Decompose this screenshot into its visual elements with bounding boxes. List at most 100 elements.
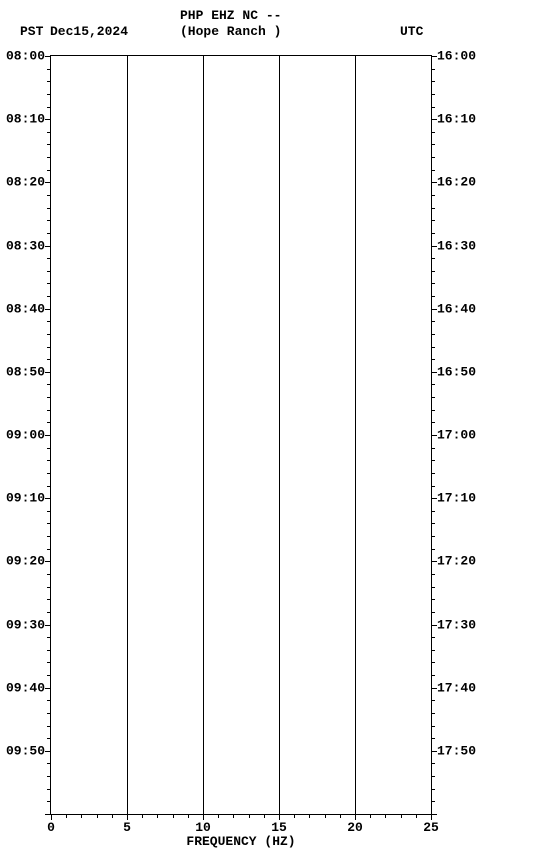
y-tick-label-right: 16:50 (437, 364, 476, 379)
y-tick-label-left: 08:40 (6, 301, 45, 316)
y-tick-minor-right (431, 574, 435, 575)
y-tick-minor-right (431, 271, 435, 272)
y-tick-minor-left (47, 726, 51, 727)
gridline (355, 56, 356, 814)
y-tick-minor-left (47, 283, 51, 284)
y-tick-minor-right (431, 599, 435, 600)
y-tick-label-left: 08:10 (6, 112, 45, 127)
y-tick-minor-right (431, 587, 435, 588)
x-tick-minor (188, 814, 189, 818)
x-tick-minor (218, 814, 219, 818)
y-tick-minor-left (47, 587, 51, 588)
y-tick-minor-right (431, 107, 435, 108)
x-tick-minor (97, 814, 98, 818)
y-tick-major-left (45, 309, 51, 310)
y-tick-minor-right (431, 397, 435, 398)
y-tick-minor-left (47, 271, 51, 272)
y-tick-minor-right (431, 195, 435, 196)
y-tick-major-right (431, 814, 437, 815)
y-tick-label-right: 17:30 (437, 617, 476, 632)
y-tick-major-left (45, 688, 51, 689)
y-tick-major-left (45, 435, 51, 436)
y-tick-major-left (45, 561, 51, 562)
y-tick-label-right: 17:40 (437, 680, 476, 695)
pst-label: PST (20, 24, 43, 39)
x-tick-minor (173, 814, 174, 818)
x-tick-minor (325, 814, 326, 818)
y-tick-minor-right (431, 726, 435, 727)
y-tick-minor-right (431, 612, 435, 613)
x-tick-minor (157, 814, 158, 818)
y-tick-minor-right (431, 486, 435, 487)
y-tick-major-left (45, 56, 51, 57)
y-tick-minor-left (47, 157, 51, 158)
y-tick-minor-right (431, 422, 435, 423)
y-tick-minor-left (47, 422, 51, 423)
gridline (127, 56, 128, 814)
utc-label: UTC (400, 24, 423, 39)
y-tick-major-left (45, 625, 51, 626)
y-tick-label-left: 09:50 (6, 743, 45, 758)
y-tick-label-left: 09:30 (6, 617, 45, 632)
y-tick-label-right: 16:00 (437, 49, 476, 64)
y-tick-minor-left (47, 738, 51, 739)
y-tick-label-left: 09:10 (6, 491, 45, 506)
y-tick-minor-left (47, 296, 51, 297)
y-tick-minor-left (47, 776, 51, 777)
x-tick-minor (401, 814, 402, 818)
y-tick-minor-left (47, 81, 51, 82)
y-tick-minor-right (431, 347, 435, 348)
x-tick-minor (264, 814, 265, 818)
y-tick-minor-left (47, 144, 51, 145)
y-tick-minor-right (431, 170, 435, 171)
y-tick-major-left (45, 182, 51, 183)
y-tick-minor-left (47, 334, 51, 335)
y-tick-minor-left (47, 675, 51, 676)
x-tick-minor (142, 814, 143, 818)
y-tick-minor-right (431, 359, 435, 360)
y-tick-minor-left (47, 574, 51, 575)
y-tick-label-right: 17:00 (437, 428, 476, 443)
y-tick-minor-left (47, 536, 51, 537)
y-tick-minor-right (431, 789, 435, 790)
y-tick-label-right: 16:40 (437, 301, 476, 316)
y-tick-minor-left (47, 347, 51, 348)
date-label: Dec15,2024 (50, 24, 128, 39)
y-tick-minor-right (431, 144, 435, 145)
x-tick-minor (66, 814, 67, 818)
x-axis-label: FREQUENCY (HZ) (186, 834, 295, 849)
y-tick-minor-right (431, 473, 435, 474)
y-tick-minor-right (431, 410, 435, 411)
y-tick-minor-left (47, 107, 51, 108)
y-tick-minor-right (431, 448, 435, 449)
y-tick-minor-left (47, 713, 51, 714)
x-tick-minor (370, 814, 371, 818)
y-tick-minor-right (431, 157, 435, 158)
y-tick-minor-left (47, 637, 51, 638)
y-tick-label-left: 09:40 (6, 680, 45, 695)
x-tick-label: 25 (423, 820, 439, 835)
y-tick-minor-left (47, 233, 51, 234)
subtitle: (Hope Ranch ) (180, 24, 281, 39)
gridline (203, 56, 204, 814)
y-tick-label-left: 08:20 (6, 175, 45, 190)
y-tick-label-left: 08:00 (6, 49, 45, 64)
y-tick-minor-right (431, 662, 435, 663)
y-tick-major-left (45, 119, 51, 120)
x-tick-label: 15 (271, 820, 287, 835)
y-tick-minor-left (47, 69, 51, 70)
y-tick-minor-right (431, 713, 435, 714)
y-tick-minor-right (431, 536, 435, 537)
x-tick-label: 0 (47, 820, 55, 835)
y-tick-minor-left (47, 94, 51, 95)
y-tick-label-left: 08:50 (6, 364, 45, 379)
x-tick-minor (249, 814, 250, 818)
y-tick-major-left (45, 498, 51, 499)
y-tick-minor-left (47, 549, 51, 550)
y-tick-minor-left (47, 132, 51, 133)
x-tick-minor (233, 814, 234, 818)
y-tick-minor-right (431, 650, 435, 651)
x-tick-minor (340, 814, 341, 818)
x-tick-label: 10 (195, 820, 211, 835)
y-tick-label-right: 17:20 (437, 554, 476, 569)
